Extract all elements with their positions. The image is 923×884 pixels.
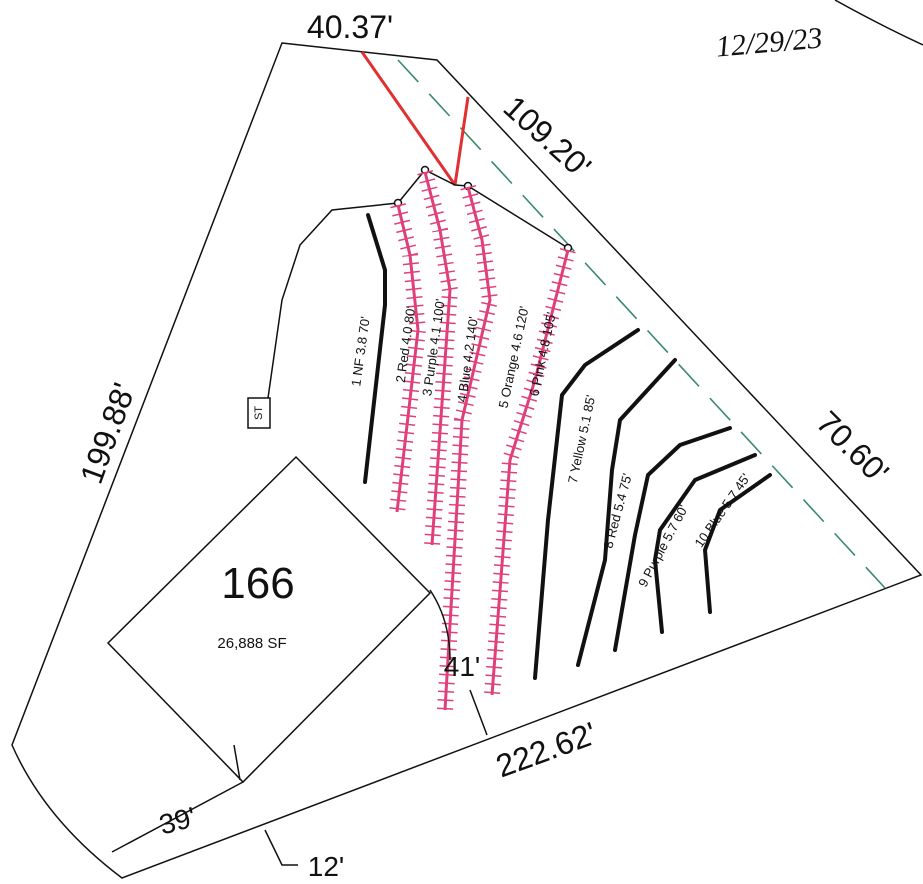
dimension: 222.62' xyxy=(491,715,601,784)
stroke xyxy=(834,0,923,46)
lot-boundary xyxy=(11,42,923,879)
supply-line xyxy=(360,51,470,186)
dimension: 40.37' xyxy=(307,9,393,45)
dimension: 39' xyxy=(156,801,199,840)
trench-label: 6 Pink 4.8 105' xyxy=(526,311,558,398)
trench-label: 10 Blue 5.7 45' xyxy=(691,471,753,550)
trench-label: 1 NF 3.8 70' xyxy=(348,315,373,387)
date: 12/29/23 xyxy=(715,21,824,63)
trenches xyxy=(363,169,772,711)
lot-area: 26,888 SF xyxy=(217,635,286,652)
dimension: 70.60' xyxy=(810,404,896,490)
dimension-lines xyxy=(111,589,488,866)
lot-number: 166 xyxy=(221,559,294,608)
dimension: 41' xyxy=(444,651,481,682)
trench-label: 7 Yellow 5.1 85' xyxy=(565,394,598,485)
trench-label: 8 Red 5.4 75' xyxy=(600,472,634,550)
dimension: 109.20' xyxy=(497,89,598,185)
dimension: 12' xyxy=(308,851,345,882)
tank-label: ST xyxy=(253,406,265,420)
dimension-labels: 40.37' 109.20' 70.60' 199.88' 222.62' 39… xyxy=(73,9,896,882)
house xyxy=(106,455,432,784)
trench-labels: 1 NF 3.8 70' 2 Red 4.0 80' 3 Purple 4.1 … xyxy=(348,298,753,590)
header-line xyxy=(267,169,569,399)
trench-label: 9 Purple 5.7 60' xyxy=(635,502,691,589)
setback-line xyxy=(397,59,886,589)
tank xyxy=(247,397,271,429)
